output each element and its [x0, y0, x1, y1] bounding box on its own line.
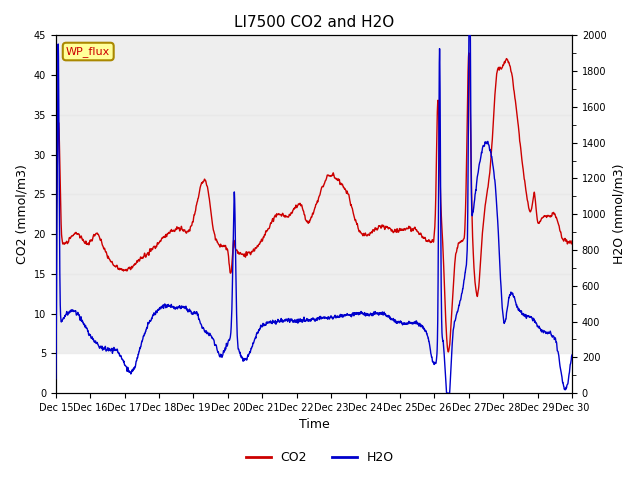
Bar: [56, 274, 572, 353]
Text: WP_flux: WP_flux: [66, 46, 110, 57]
Y-axis label: H2O (mmol/m3): H2O (mmol/m3): [612, 164, 625, 264]
Bar: [56, 194, 572, 274]
Legend: CO2, H2O: CO2, H2O: [241, 446, 399, 469]
Bar: [56, 115, 572, 194]
Title: LI7500 CO2 and H2O: LI7500 CO2 and H2O: [234, 15, 394, 30]
Bar: [56, 36, 572, 115]
Y-axis label: CO2 (mmol/m3): CO2 (mmol/m3): [15, 164, 28, 264]
X-axis label: Time: Time: [299, 419, 330, 432]
